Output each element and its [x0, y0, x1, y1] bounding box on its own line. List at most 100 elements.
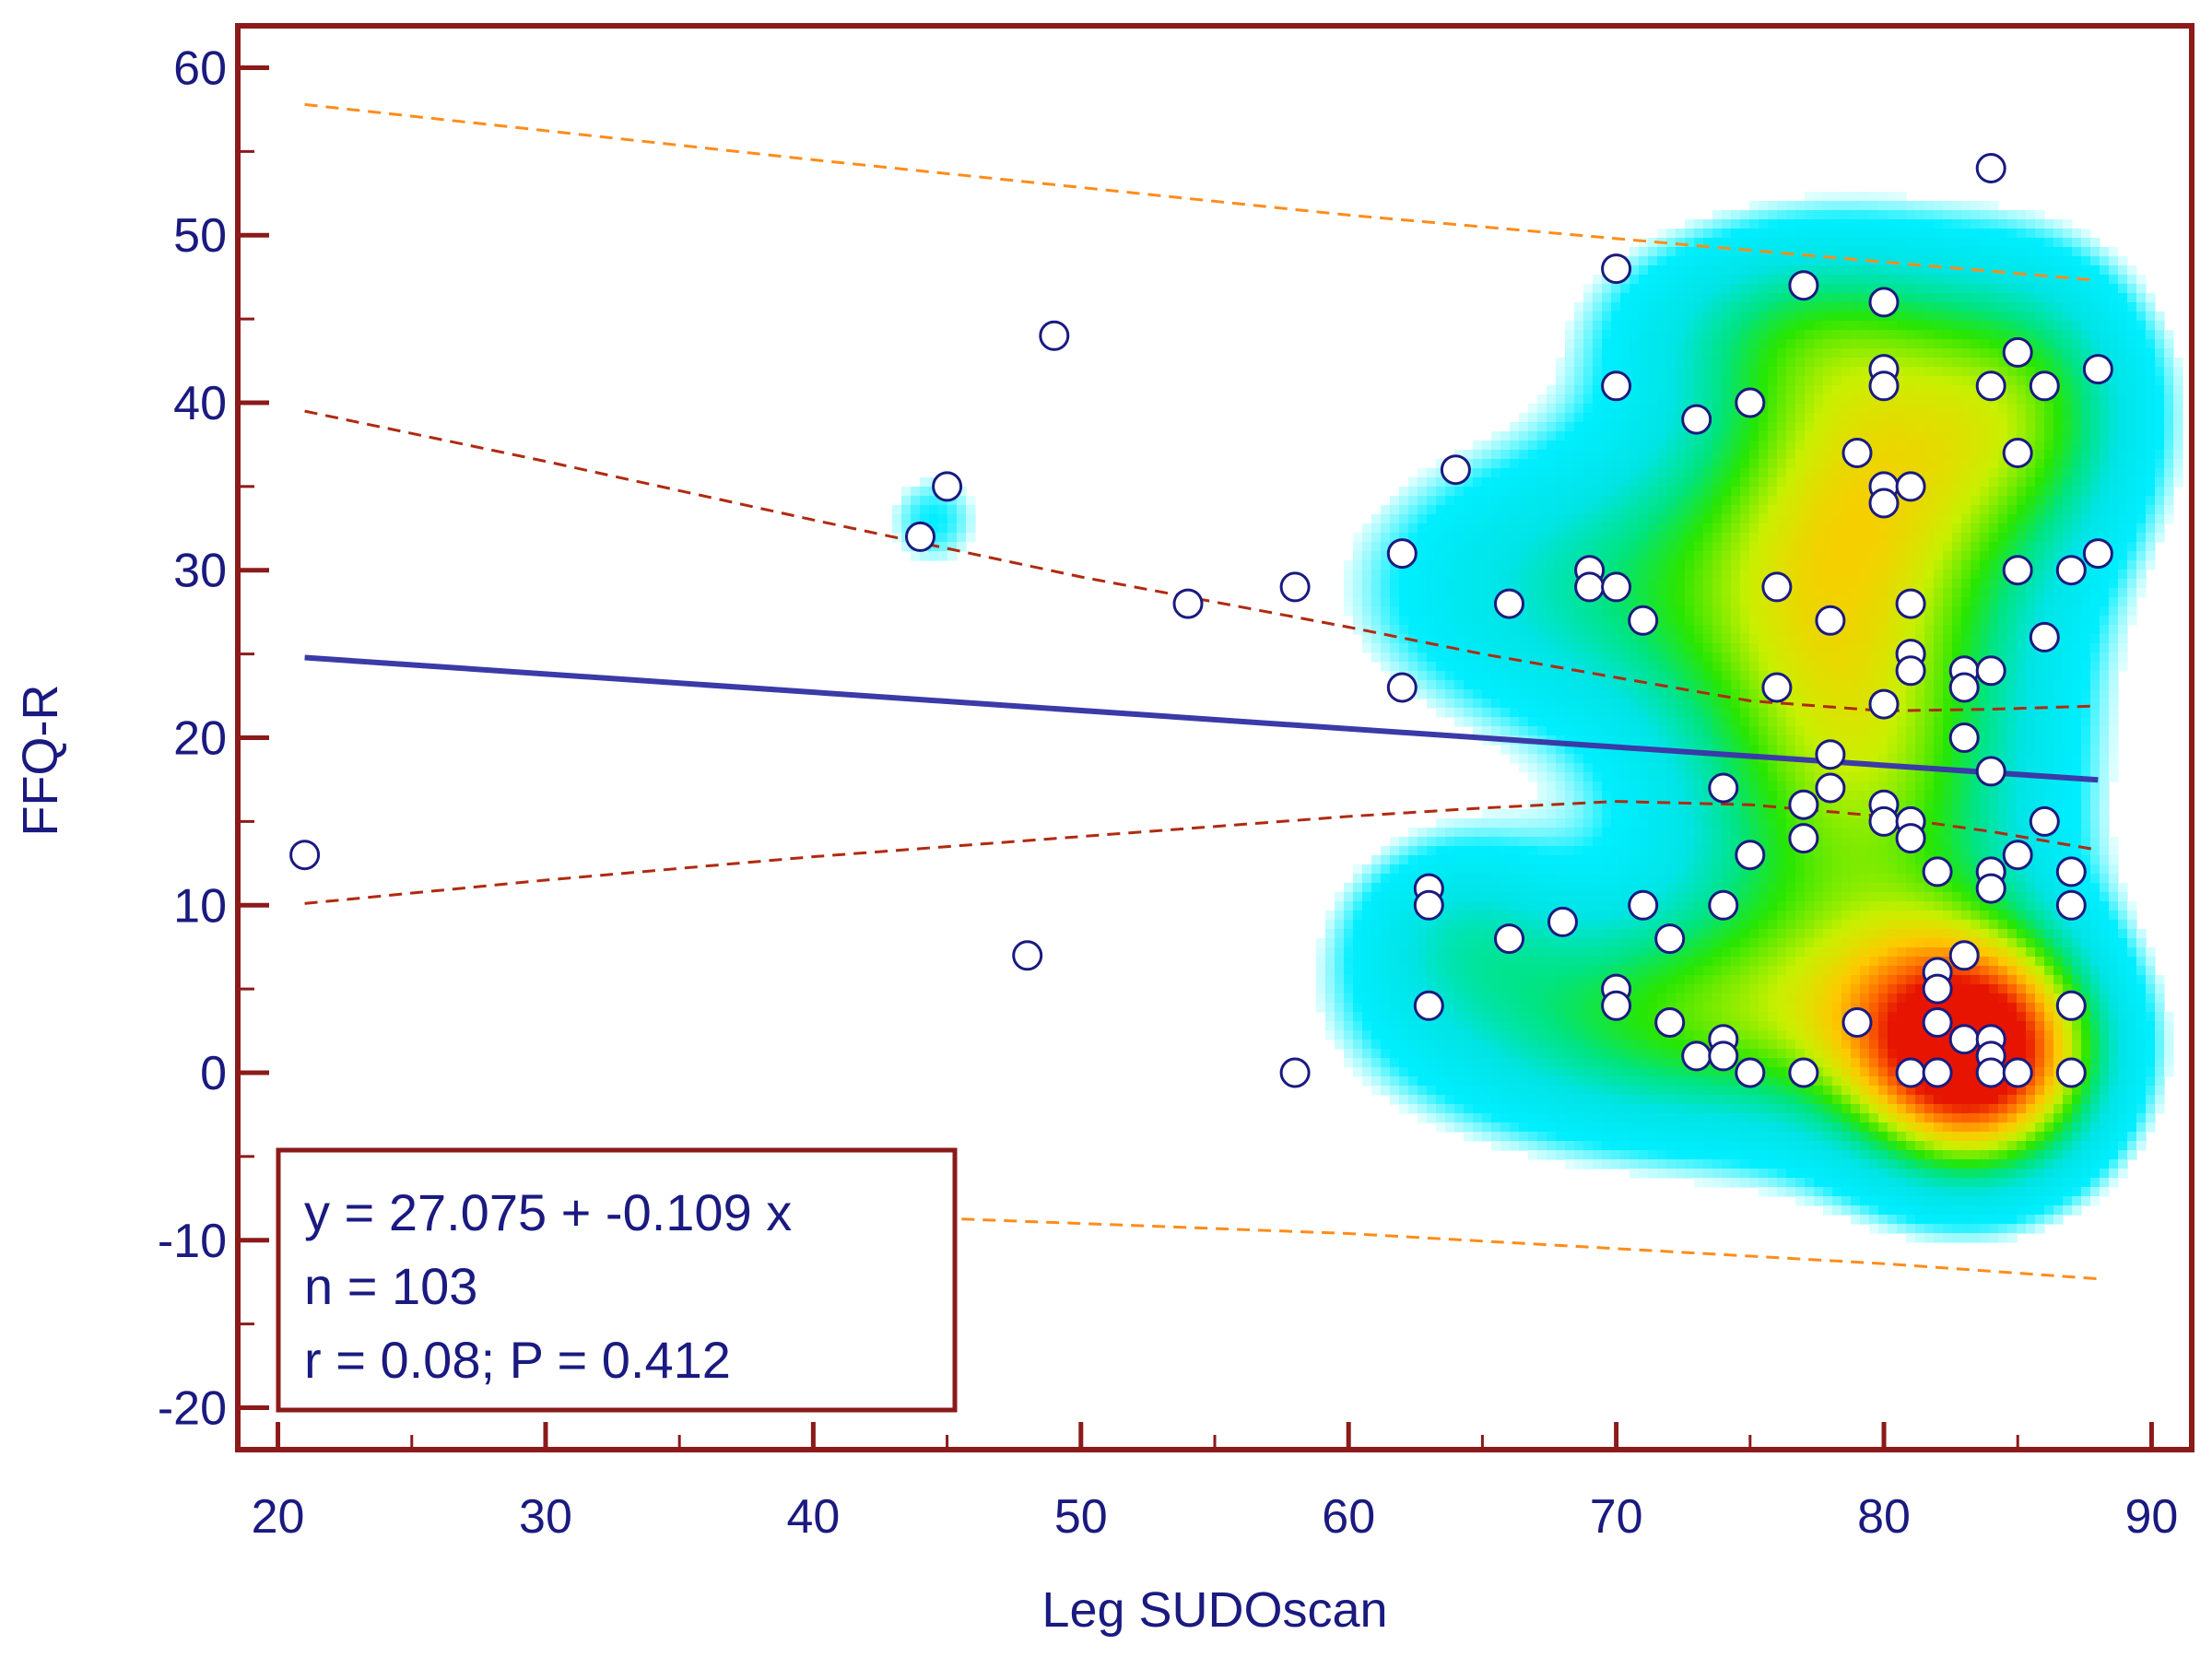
density-cell-1833	[1500, 468, 1511, 478]
density-cell-3206	[1556, 606, 1566, 617]
density-cell-470	[1860, 284, 1870, 294]
density-cell-2100	[1454, 496, 1465, 506]
density-cell-163	[1639, 238, 1649, 248]
density-cell-1955	[1823, 477, 1833, 488]
density-cell-4057	[1943, 699, 1953, 709]
density-cell-3710	[1602, 662, 1612, 672]
density-cell-3757	[2035, 662, 2045, 672]
density-cell-4678	[2044, 781, 2054, 792]
density-cell-272	[1666, 256, 1677, 266]
density-cell-4626	[1565, 781, 1575, 792]
density-cell-2654	[2136, 542, 2147, 552]
density-cell-3050	[1712, 588, 1723, 598]
density-cell-2452	[2044, 523, 2054, 534]
density-cell-4309	[1639, 735, 1649, 746]
density-cell-1144	[2063, 376, 2073, 386]
density-cell-1004	[2026, 358, 2036, 368]
density-cell-2796	[1786, 560, 1796, 570]
density-cell-1108	[1731, 376, 1741, 386]
density-cell-3489	[1832, 634, 1842, 644]
density-cell-2250	[1961, 505, 1971, 515]
density-cell-3627	[1583, 652, 1594, 663]
density-cell-1542	[1768, 431, 1778, 441]
density-cell-3615	[1473, 652, 1483, 663]
density-cell-2537	[1934, 533, 1944, 543]
density-cell-2362	[2109, 514, 2119, 524]
density-cell-3866	[1583, 680, 1594, 690]
density-cell-3904	[1934, 680, 1944, 690]
density-cell-2353	[2026, 514, 2036, 524]
density-cell-3634	[1648, 652, 1658, 663]
density-cell-537	[1915, 293, 1925, 303]
density-cell-4138	[2007, 708, 2018, 718]
density-cell-2516	[1740, 533, 1750, 543]
density-cell-1114	[1786, 376, 1796, 386]
density-cell-1791	[1878, 459, 1888, 469]
density-cell-1651	[2063, 441, 2073, 451]
density-cell-4401	[1869, 745, 1879, 755]
density-cell-3773	[1445, 671, 1455, 681]
density-cell-4327	[1805, 735, 1815, 746]
density-cell-2790	[1731, 560, 1741, 570]
density-cell-2109	[1537, 496, 1547, 506]
density-cell-2076	[2090, 487, 2100, 497]
density-cell-1365	[2164, 404, 2174, 414]
density-cell-1416	[1971, 413, 1981, 423]
density-cell-274	[1685, 256, 1695, 266]
density-cell-3521	[1362, 643, 1372, 653]
density-cell-4055	[1924, 699, 1935, 709]
density-cell-1168	[1648, 385, 1658, 395]
density-cell-1199	[1934, 385, 1944, 395]
density-cell-652	[1814, 311, 1824, 322]
density-cell-558	[2109, 293, 2119, 303]
density-cell-1409	[1906, 413, 1916, 423]
density-cell-790	[1888, 330, 1898, 340]
density-cell-4077	[1445, 708, 1455, 718]
density-cell-125	[1740, 229, 1750, 239]
density-cell-4865	[1989, 809, 1999, 819]
density-cell-1303	[1593, 404, 1603, 414]
density-cell-4676	[2026, 781, 2036, 792]
density-cell-3862	[1547, 680, 1557, 690]
density-cell-2247	[1934, 505, 1944, 515]
density-cell-176	[1759, 238, 1769, 248]
density-cell-3438	[1362, 634, 1372, 644]
density-cell-2525	[1823, 533, 1833, 543]
density-cell-920	[1869, 348, 1879, 358]
density-cell-3409	[1860, 625, 1870, 635]
density-cell-1489	[1971, 422, 1981, 432]
density-cell-4440	[1620, 754, 1630, 764]
density-cell-2383	[1408, 523, 1418, 534]
density-cell-2118	[1620, 496, 1630, 506]
density-cell-2093	[1390, 496, 1400, 506]
density-cell-2097	[1427, 496, 1437, 506]
density-cell-2270	[2146, 505, 2156, 515]
density-cell-3719	[1685, 662, 1695, 672]
density-cell-437	[2118, 275, 2128, 285]
density-cell-2602	[1657, 542, 1667, 552]
density-cell-4746	[2100, 791, 2110, 801]
density-cell-730	[1934, 321, 1944, 331]
density-cell-3557	[1694, 643, 1704, 653]
density-cell-3502	[1952, 634, 1962, 644]
density-cell-2178	[892, 505, 902, 515]
density-cell-391	[1694, 275, 1704, 285]
density-cell-4730	[1952, 791, 1962, 801]
density-cell-1162	[1593, 385, 1603, 395]
density-cell-2034	[1703, 487, 1713, 497]
density-cell-4738	[2026, 791, 2036, 801]
density-cell-1500	[2072, 422, 2082, 432]
density-cell-4576	[1685, 772, 1695, 782]
density-cell-1576	[2081, 431, 2091, 441]
density-cell-4489	[2072, 754, 2082, 764]
density-cell-1021	[1556, 367, 1566, 377]
density-cell-1025	[1593, 367, 1603, 377]
density-cell-384	[1630, 275, 1640, 285]
density-cell-3334	[1952, 616, 1962, 626]
density-cell-4511	[1676, 763, 1686, 773]
density-cell-2134	[1768, 496, 1778, 506]
density-cell-1062	[1934, 367, 1944, 377]
density-cell-1381	[1648, 413, 1658, 423]
density-cell-621	[2109, 302, 2119, 312]
density-cell-740	[2026, 321, 2036, 331]
